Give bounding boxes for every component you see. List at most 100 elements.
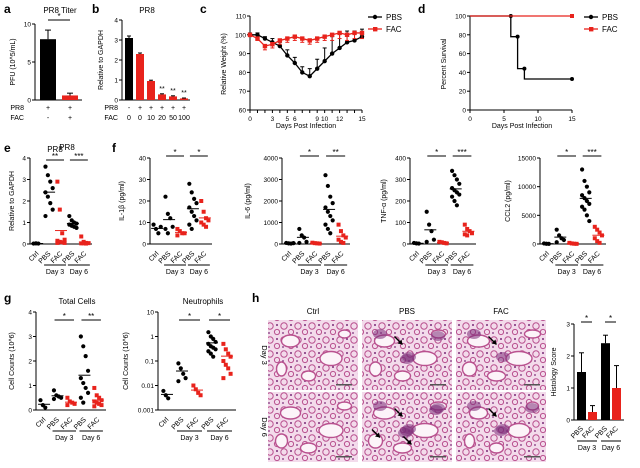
data-point-pbs <box>452 198 457 204</box>
y-tick-label: 2 <box>28 359 32 366</box>
significance-label: * <box>435 148 438 157</box>
group-label: Day 3 <box>46 269 64 276</box>
data-point-pbs <box>322 58 327 64</box>
data-point-pbs <box>262 36 268 41</box>
y-tick-label: 3 <box>22 177 26 184</box>
data-point-pbs <box>50 207 55 212</box>
data-point-fac <box>92 399 97 404</box>
airway <box>337 329 352 339</box>
significance-label: ** <box>332 148 338 157</box>
data-point-pbs <box>178 366 183 371</box>
data-point-pbs <box>307 73 312 79</box>
scatter-title: Total Cells <box>59 297 96 306</box>
data-point-pbs <box>329 51 335 56</box>
inflammatory-infiltrate <box>494 426 508 436</box>
data-point-pbs <box>587 218 592 224</box>
data-point-fac <box>55 240 60 245</box>
pr8-sign: - <box>128 105 131 112</box>
data-point-pbs <box>158 224 163 229</box>
x-tick-label: PBS <box>46 416 61 431</box>
data-point-fac <box>97 395 102 400</box>
data-point-pbs <box>183 376 188 381</box>
panel-letter: g <box>4 291 11 305</box>
inflammatory-infiltrate <box>467 401 481 411</box>
fac-value: 100 <box>178 115 190 122</box>
airway <box>279 406 302 420</box>
data-point-pbs <box>83 385 88 391</box>
data-point-pbs <box>48 179 53 184</box>
data-point-pbs <box>194 218 199 223</box>
x-tick-label: FAC <box>87 416 102 431</box>
y-tick-label: 2000 <box>264 199 279 206</box>
data-point-fac <box>92 385 97 390</box>
data-point-pbs <box>330 201 335 206</box>
y-tick-label: 0 <box>27 98 31 105</box>
data-point-fac <box>444 241 449 246</box>
airway <box>488 442 505 454</box>
x-tick-label: PBS <box>419 250 434 265</box>
x-tick-label: 3 <box>271 116 275 123</box>
x-tick-label: FAC <box>331 250 346 265</box>
data-point-fac <box>221 359 226 363</box>
data-point-fac <box>592 236 597 241</box>
airway <box>336 401 353 411</box>
data-point-pbs <box>51 396 57 402</box>
y-tick-label: 10 <box>139 220 147 227</box>
significance-label: ** <box>181 90 187 97</box>
data-point-pbs <box>83 354 88 359</box>
y-tick-label: 110 <box>236 14 247 21</box>
data-point-fac <box>462 232 467 237</box>
data-point-pbs <box>277 43 283 49</box>
series-line-pbs <box>250 34 363 77</box>
row-label-pr8: PR8 <box>104 105 118 112</box>
data-point-pbs <box>176 361 181 366</box>
data-point-pbs <box>328 194 333 199</box>
group-label: Day 6 <box>70 269 88 276</box>
x-tick-label: PBS <box>318 250 333 265</box>
group-label: Day 6 <box>82 435 100 442</box>
airway <box>523 329 542 339</box>
data-point-fac <box>592 224 597 229</box>
data-point-fac <box>595 239 600 244</box>
data-point-pbs <box>292 60 297 66</box>
data-point-fac <box>94 393 99 398</box>
x-tick-label: 0 <box>248 116 252 123</box>
significance-label: *** <box>74 152 83 161</box>
y-tick-label: 1000 <box>264 220 279 227</box>
y-tick-label: 15000 <box>518 156 536 163</box>
data-point-pbs <box>165 211 170 216</box>
pr8-sign: + <box>160 105 164 112</box>
data-point-fac <box>199 199 204 203</box>
data-point-pbs <box>557 233 562 238</box>
data-point-fac <box>177 229 182 234</box>
data-point-pbs <box>325 226 330 232</box>
data-point-pbs <box>187 181 192 186</box>
data-point-pbs <box>85 390 91 395</box>
x-tick-label: FAC <box>50 250 65 265</box>
data-point-pbs <box>323 205 328 210</box>
y-axis-label: CCL2 (pg/ml) <box>505 180 512 222</box>
legend-marker <box>589 27 594 32</box>
row-label-fac: FAC <box>10 115 24 122</box>
data-point-fac <box>247 32 253 37</box>
data-point-fac <box>206 218 211 223</box>
y-tick-label: 80 <box>239 70 247 77</box>
arrow-head <box>375 432 380 438</box>
data-point-pbs <box>454 177 459 182</box>
airway <box>275 361 288 377</box>
airway <box>300 370 317 382</box>
inflammatory-infiltrate <box>431 331 445 341</box>
y-tick-label: 10000 <box>518 184 536 191</box>
y-tick-label: 400 <box>395 156 406 163</box>
data-point-fac <box>255 36 260 41</box>
group-label: Day 3 <box>180 435 198 442</box>
legend-marker <box>373 27 378 32</box>
data-point-pbs <box>206 330 211 335</box>
airway <box>507 422 531 439</box>
data-point-pbs <box>297 240 302 246</box>
bar-2 <box>147 81 155 100</box>
data-point-pbs <box>352 38 357 43</box>
bar-pbs <box>577 372 586 420</box>
pr8-sign: + <box>138 105 142 112</box>
y-tick-label: 4 <box>114 18 118 25</box>
